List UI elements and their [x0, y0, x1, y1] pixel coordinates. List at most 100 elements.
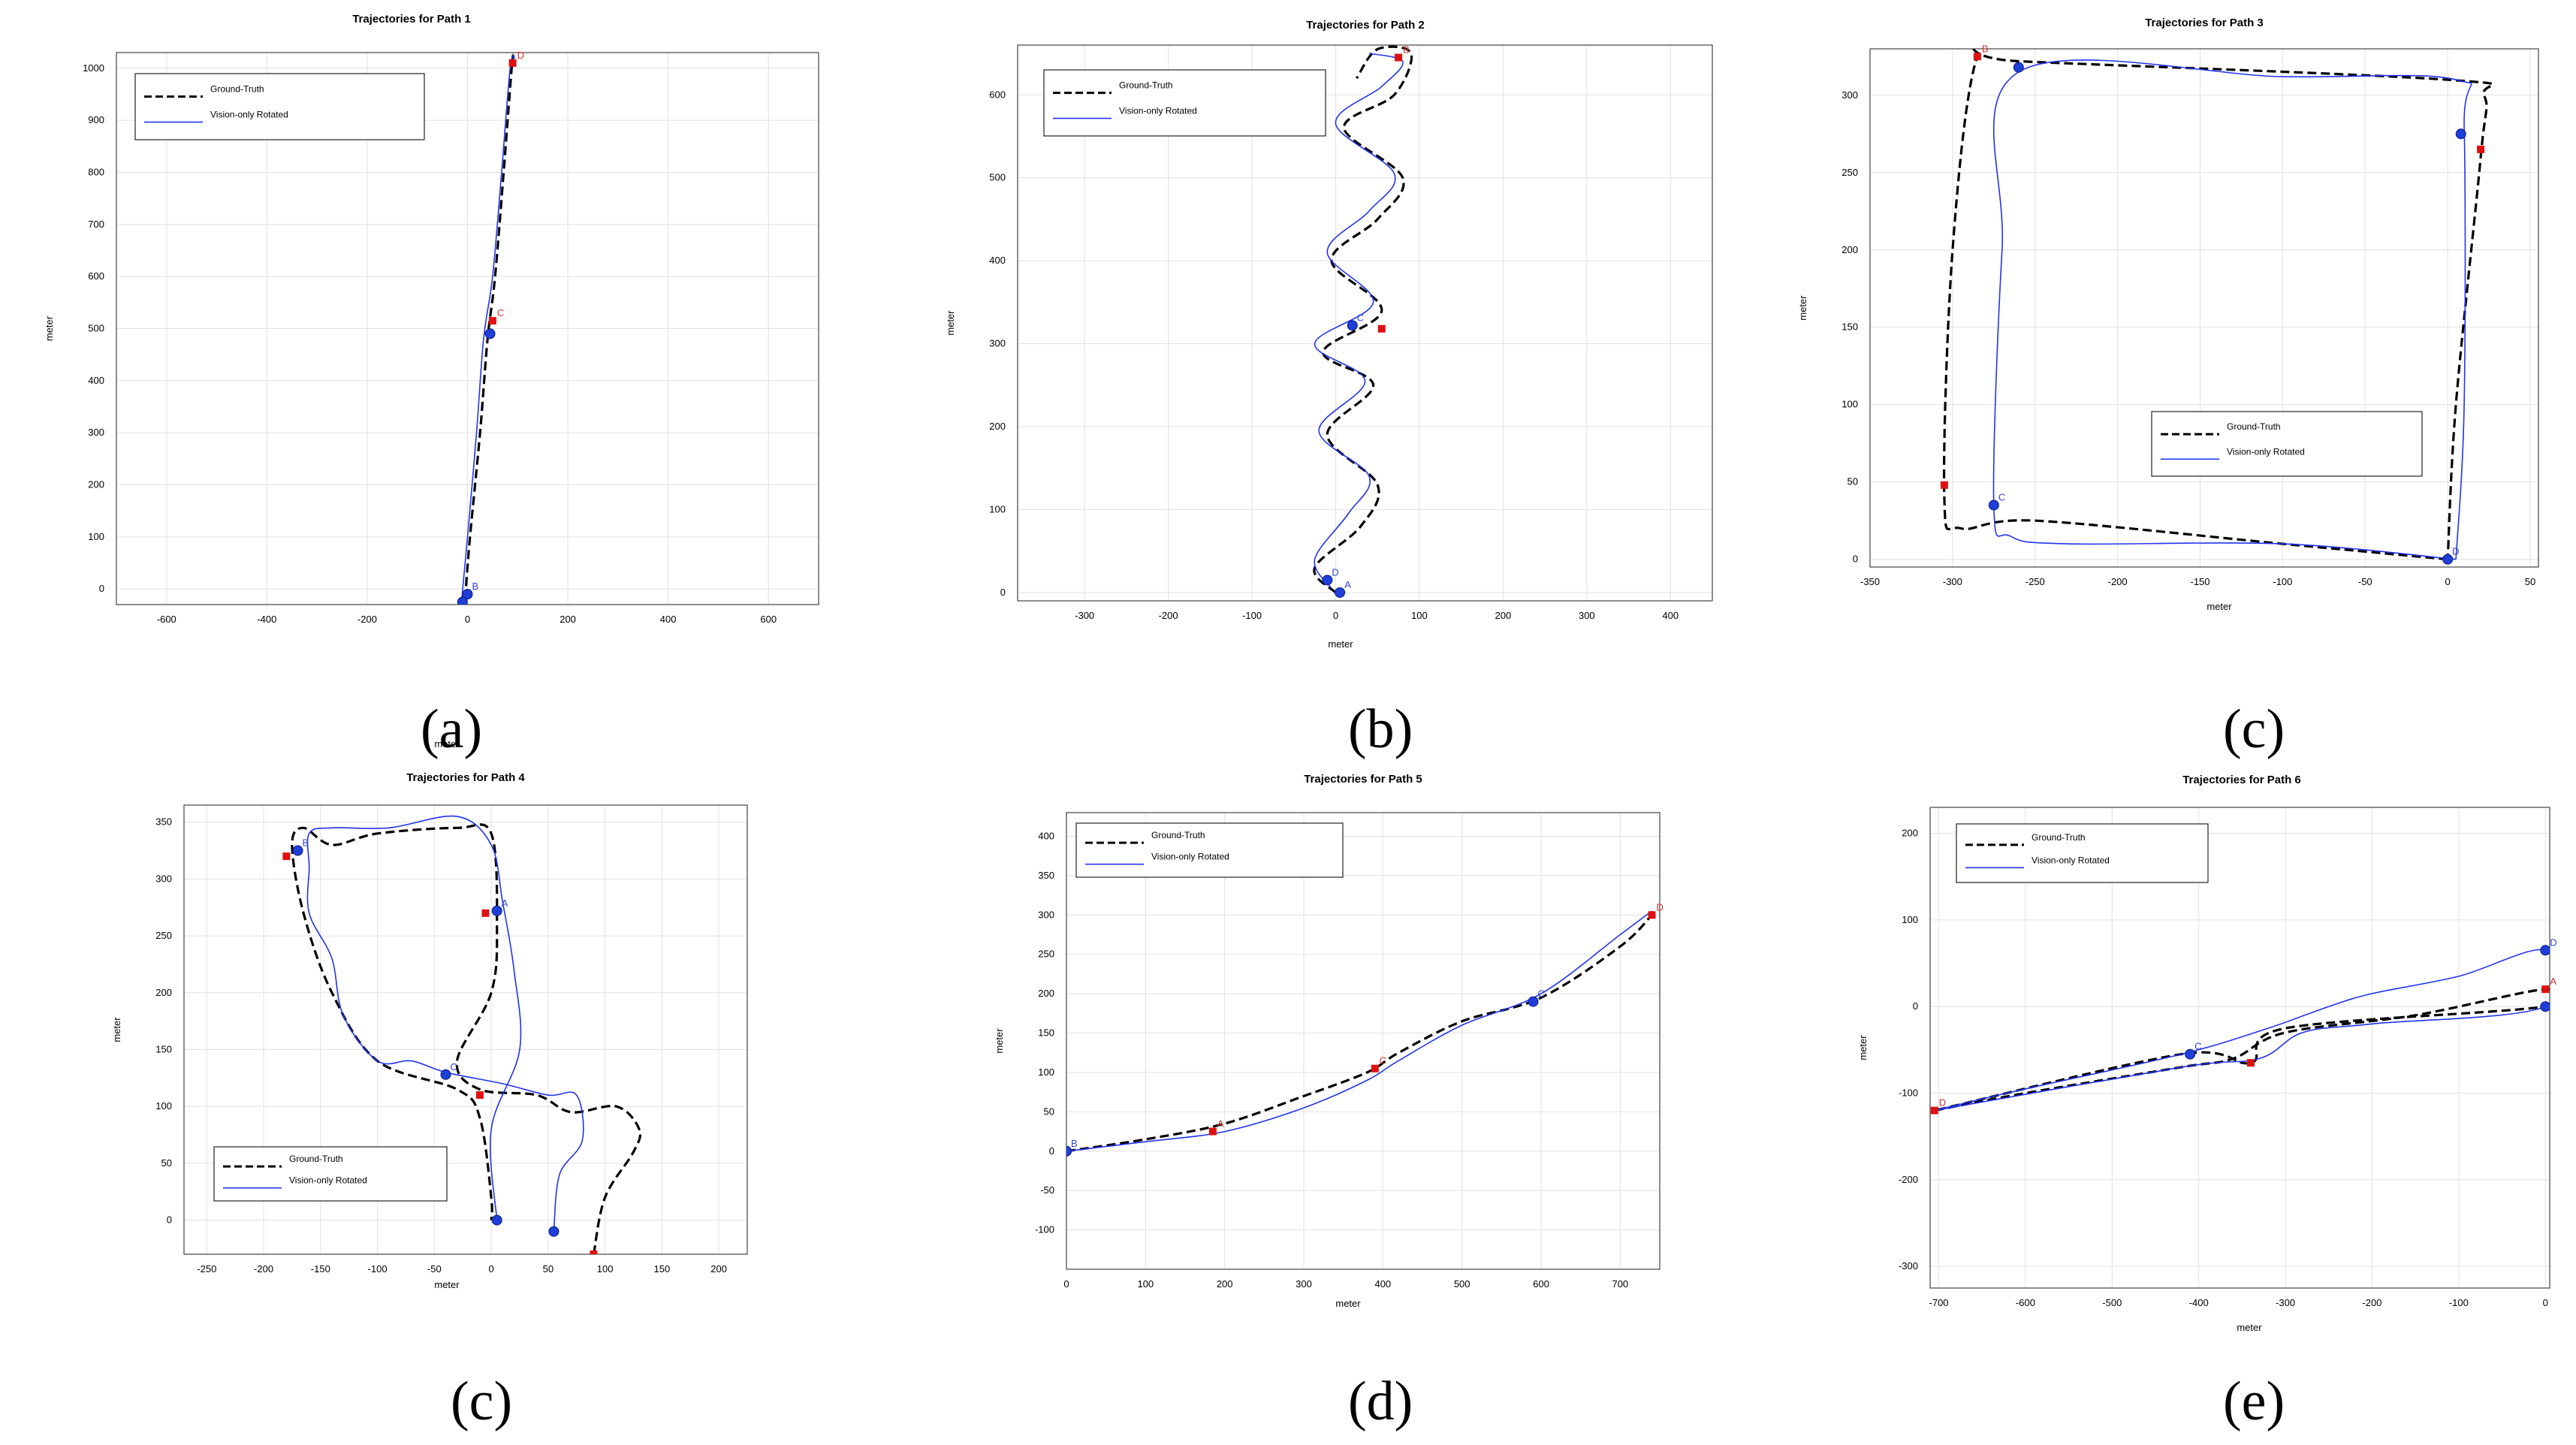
x-tick-label: 600 — [760, 614, 777, 625]
x-tick-label: -350 — [1860, 576, 1880, 587]
marker-blue — [457, 596, 468, 605]
series-line-vision-only — [1314, 53, 1404, 589]
plot-content — [457, 53, 517, 605]
plot-frame — [1869, 48, 2539, 568]
x-axis-label: meter — [434, 738, 460, 750]
marker-red — [590, 1250, 598, 1254]
y-tick-label: 300 — [1842, 89, 1858, 101]
marker-red — [2541, 985, 2550, 994]
y-tick-label: 200 — [1842, 244, 1858, 255]
marker-red — [1208, 1127, 1217, 1136]
y-tick-label: -100 — [1035, 1224, 1054, 1235]
marker-label: B — [1403, 44, 1410, 56]
marker-blue — [548, 1226, 560, 1237]
y-tick-label: 50 — [161, 1157, 172, 1169]
marker-blue — [440, 1069, 451, 1080]
marker-label: C — [450, 1061, 457, 1072]
plot-frame — [116, 52, 819, 605]
y-axis-label: meter — [1857, 1035, 1869, 1060]
marker-label: C — [1537, 988, 1544, 1000]
marker-label: B — [1982, 43, 1989, 54]
x-tick-label: 100 — [1137, 1278, 1154, 1290]
y-tick-label: 100 — [1842, 399, 1858, 410]
x-tick-label: -150 — [311, 1263, 330, 1275]
marker-label: C — [1380, 1055, 1386, 1066]
plot-frame — [183, 804, 748, 1255]
x-tick-label: 150 — [654, 1263, 671, 1275]
x-axis-label: meter — [1328, 638, 1353, 650]
y-tick-label: -300 — [1899, 1260, 1918, 1272]
plot-content — [1313, 45, 1413, 598]
marker-blue — [491, 1214, 502, 1226]
marker-label: A — [1217, 1118, 1224, 1130]
y-tick-label: 100 — [1902, 914, 1918, 925]
series-line-vision-only — [1934, 949, 2550, 1112]
marker-label: D — [1332, 566, 1338, 578]
x-tick-label: -700 — [1929, 1297, 1949, 1308]
y-tick-label: 0 — [1853, 554, 1858, 565]
y-tick-label: 600 — [989, 89, 1006, 100]
marker-blue — [2455, 128, 2466, 140]
x-tick-label: 200 — [710, 1263, 727, 1275]
x-tick-label: 0 — [2543, 1297, 2548, 1308]
x-tick-label: 0 — [465, 614, 470, 625]
plot-area — [1017, 44, 1713, 602]
y-tick-label: 0 — [167, 1214, 172, 1226]
x-tick-label: 0 — [1063, 1278, 1069, 1290]
x-tick-label: -400 — [257, 614, 276, 625]
marker-red — [1973, 53, 1981, 61]
chart-title: Trajectories for Path 4 — [406, 771, 525, 784]
marker-red — [1930, 1106, 1938, 1115]
y-tick-label: 100 — [88, 531, 104, 542]
x-tick-label: 500 — [1454, 1278, 1470, 1290]
plot-frame — [1066, 812, 1661, 1270]
marker-label: A — [2550, 976, 2556, 987]
x-tick-label: 600 — [1533, 1278, 1549, 1290]
legend-label-vision-only: Vision-only Rotated — [2032, 855, 2110, 865]
x-tick-label: 0 — [488, 1263, 493, 1275]
x-tick-label: -200 — [2362, 1297, 2381, 1308]
marker-red — [2477, 145, 2485, 153]
y-tick-label: 500 — [989, 172, 1006, 183]
x-tick-label: -300 — [1075, 610, 1094, 621]
x-tick-label: 200 — [560, 614, 576, 625]
panel-label: (c) — [451, 1371, 512, 1432]
y-tick-label: 0 — [1913, 1000, 1918, 1012]
legend: Ground-Truth Vision-only Rotated — [213, 1146, 448, 1202]
legend-box — [2151, 411, 2423, 477]
y-axis-label: meter — [945, 310, 956, 336]
x-tick-label: -200 — [1159, 610, 1178, 621]
y-tick-label: 200 — [1902, 828, 1918, 839]
x-tick-label: -150 — [2190, 576, 2210, 587]
marker-blue — [1528, 996, 1539, 1007]
chart-panel-5: 0 100 200 300 400 500 600 700 -100 -50 0 50 100 150 20… — [994, 773, 1664, 1309]
marker-red — [481, 909, 490, 917]
chart-title: Trajectories for Path 3 — [2145, 17, 2264, 29]
marker-label: B — [1071, 1138, 1078, 1149]
series-line-ground-truth — [1942, 49, 2494, 561]
chart-panel-1: -600 -400 -200 0 200 400 600 0 100 200 300 400 500 60… — [44, 13, 819, 750]
legend: Ground-Truth Vision-only Rotated — [2151, 411, 2423, 477]
marker-label: C — [2194, 1041, 2201, 1052]
x-axis-label: meter — [2237, 1322, 2262, 1333]
series-line-vision-only — [1992, 59, 2472, 560]
marker-label: C — [1998, 492, 2005, 503]
chart-panel-6: -700 -600 -500 -400 -300 -200 -100 0 -300 -200 -10… — [1857, 774, 2557, 1333]
y-tick-label: 50 — [1848, 476, 1858, 487]
y-tick-label: 0 — [1049, 1145, 1054, 1157]
y-axis-label: meter — [994, 1028, 1005, 1054]
marker-red — [508, 59, 517, 67]
x-tick-label: -100 — [2449, 1297, 2469, 1308]
y-tick-label: 250 — [1038, 949, 1054, 960]
marker-label: B — [303, 837, 309, 849]
y-tick-label: 900 — [88, 114, 104, 125]
marker-label: D — [2452, 546, 2459, 557]
legend-label-ground-truth: Ground-Truth — [1151, 830, 1205, 840]
x-tick-label: -250 — [197, 1263, 216, 1275]
chart-panel-3: -350 -300 -250 -200 -150 -100 -50 0 50 0 50 100 150 2… — [1797, 17, 2539, 612]
x-axis-label: meter — [1335, 1298, 1361, 1309]
y-tick-label: 250 — [155, 930, 172, 941]
x-tick-label: 100 — [597, 1263, 614, 1275]
series-line-vision-only — [460, 56, 516, 602]
